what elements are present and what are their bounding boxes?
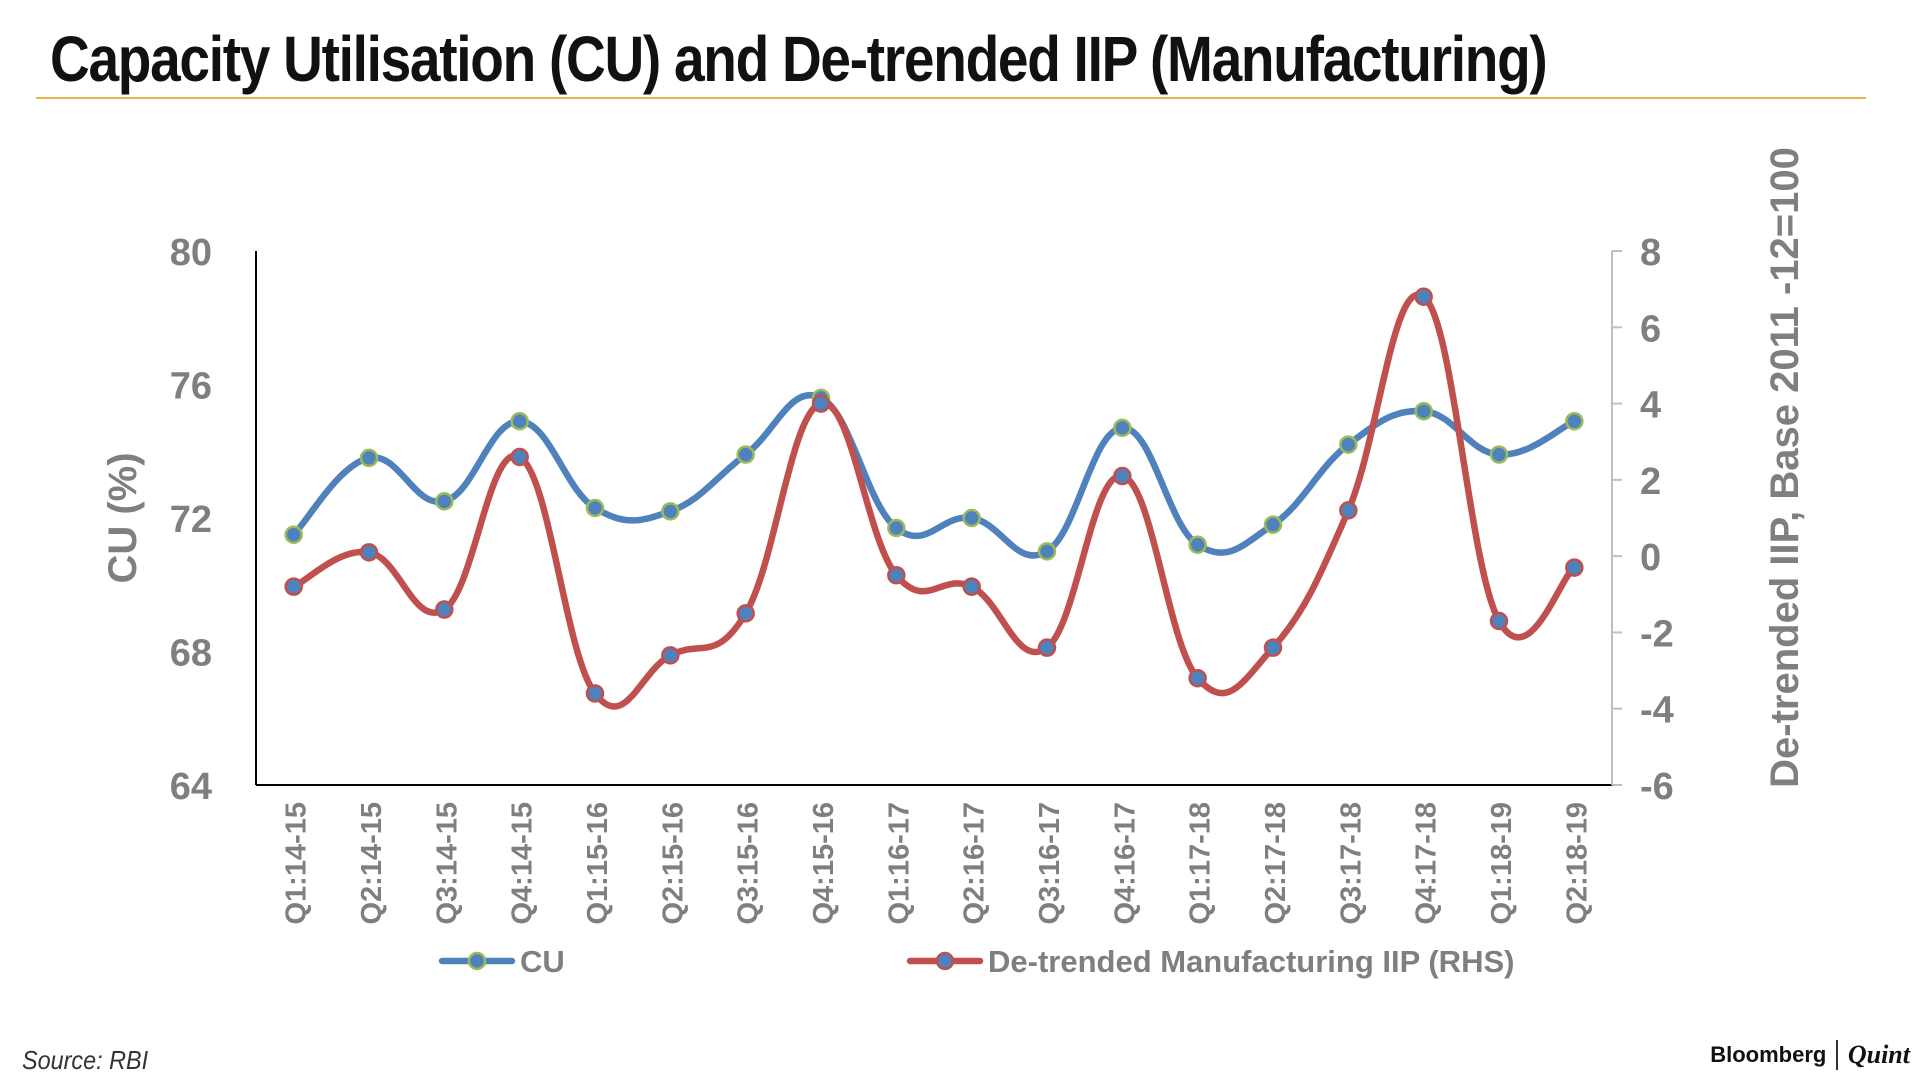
data-point-cu: [1414, 401, 1433, 421]
y-tick-label-right: -2: [1640, 613, 1674, 655]
data-point-iip: [585, 684, 605, 703]
data-point-cu: [435, 492, 454, 511]
y-tick-label-left: 64: [170, 766, 212, 808]
x-tick-label: Q1:18-19: [1486, 802, 1518, 925]
x-tick-label: Q2:17-18: [1260, 802, 1292, 925]
data-point-iip: [1414, 287, 1433, 307]
chart-legend: CU De-trended Manufacturing IIP (RHS): [438, 944, 1514, 979]
data-point-iip: [1113, 466, 1132, 486]
title-underline: [36, 97, 1866, 99]
x-tick-label: Q4:15-16: [808, 802, 840, 925]
data-point-cu: [1188, 535, 1207, 554]
brand-logo: Bloomberg Quint: [1710, 1040, 1910, 1070]
x-tick-label: Q1:15-16: [582, 802, 614, 925]
series-line-iip: [290, 291, 1578, 710]
y-axis-title-left: CU (%): [101, 452, 145, 583]
legend-swatch-marker: [935, 951, 955, 971]
y-tick-label-right: 6: [1640, 308, 1661, 350]
data-point-iip: [887, 565, 906, 585]
chart-title: Capacity Utilisation (CU) and De-trended…: [50, 23, 1548, 95]
x-tick-label: Q3:14-15: [431, 802, 463, 925]
data-point-cu: [1263, 515, 1283, 534]
x-tick-label: Q4:17-18: [1411, 802, 1443, 925]
y-tick-label-left: 72: [170, 499, 212, 541]
x-tick-label: Q1:16-17: [883, 802, 915, 925]
data-point-iip: [811, 394, 831, 413]
data-point-cu: [962, 508, 981, 528]
data-point-iip: [1263, 638, 1283, 657]
y-tick-label-right: -4: [1640, 690, 1674, 732]
legend-label: De-trended Manufacturing IIP (RHS): [988, 944, 1514, 979]
data-point-iip: [962, 577, 981, 596]
x-tick-label: Q4:14-15: [507, 802, 539, 925]
y-tick-label-left: 68: [170, 633, 212, 675]
y-tick-label-left: 76: [170, 366, 212, 408]
data-point-cu: [1113, 418, 1132, 438]
x-tick-label: Q1:14-15: [281, 802, 313, 925]
y-tick-label-left: 80: [170, 232, 212, 274]
x-tick-label: Q3:15-16: [733, 802, 765, 925]
data-point-iip: [1037, 638, 1057, 657]
y-tick-label-right: 2: [1640, 461, 1661, 503]
y-tick-label-right: 8: [1640, 232, 1661, 274]
data-point-iip: [736, 604, 755, 623]
x-tick-label: Q2:14-15: [356, 802, 388, 925]
data-point-iip: [661, 646, 680, 665]
data-point-iip: [1188, 668, 1207, 688]
series-line-cu: [290, 392, 1578, 559]
data-point-cu: [887, 518, 906, 538]
y-axis-title-right: De-trended IIP, Base 2011 -12=100: [1763, 147, 1807, 788]
x-tick-label: Q3:17-18: [1335, 802, 1367, 925]
data-point-cu: [1339, 435, 1358, 454]
data-point-cu: [284, 525, 303, 544]
data-point-iip: [1565, 558, 1584, 577]
x-tick-label: Q2:18-19: [1561, 802, 1593, 925]
data-point-cu: [585, 498, 605, 518]
data-point-iip: [510, 447, 529, 467]
data-point-cu: [1565, 411, 1584, 431]
x-tick-label: Q3:16-17: [1034, 802, 1066, 925]
y-tick-label-right: -6: [1640, 766, 1674, 808]
x-tick-label: Q2:15-16: [657, 802, 689, 925]
data-point-cu: [1037, 542, 1057, 561]
data-point-cu: [359, 448, 379, 468]
x-axis-labels: Q1:14-15 Q2:14-15 Q3:14-15 Q4:14-15 Q1:15-16…: [281, 802, 1594, 925]
data-point-cu: [661, 502, 680, 521]
x-tick-label: Q2:16-17: [959, 802, 991, 925]
data-point-iip: [1489, 611, 1509, 631]
legend-label: CU: [520, 944, 565, 979]
data-point-cu: [510, 411, 529, 431]
data-point-iip: [1339, 501, 1358, 520]
brand-divider: [1836, 1040, 1838, 1070]
x-tick-label: Q4:16-17: [1109, 802, 1141, 925]
brand-secondary: Quint: [1847, 1040, 1910, 1069]
brand-primary: Bloomberg: [1710, 1042, 1827, 1067]
legend-swatch-marker: [467, 951, 487, 971]
source-note: Source: RBI: [22, 1045, 149, 1075]
data-point-iip: [284, 577, 303, 596]
data-point-iip: [435, 600, 454, 619]
data-point-cu: [736, 445, 755, 464]
chart-series: [284, 287, 1584, 710]
y-tick-label-right: 0: [1640, 537, 1661, 579]
y-tick-label-right: 4: [1640, 385, 1661, 427]
data-point-iip: [359, 543, 379, 562]
x-tick-label: Q1:17-18: [1185, 802, 1217, 925]
data-point-cu: [1489, 445, 1509, 464]
